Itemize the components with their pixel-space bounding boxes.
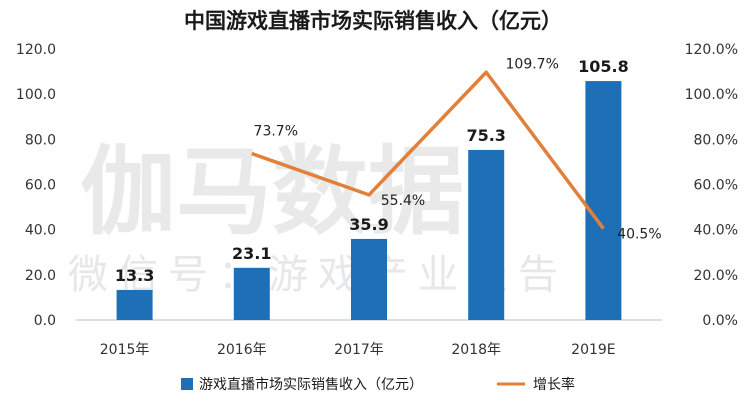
bar: [468, 149, 505, 320]
legend-bar-label: 游戏直播市场实际销售收入（亿元）: [199, 376, 423, 393]
growth-line: [251, 70, 605, 230]
left-tick-label: 120.0: [16, 42, 56, 58]
x-tick-label: 2019E: [571, 342, 615, 358]
growth-rate-line: [251, 70, 605, 230]
x-tick-label: 2015年: [100, 342, 150, 358]
growth-rate-label: 73.7%: [254, 124, 298, 140]
growth-rate-label: 109.7%: [506, 56, 559, 72]
bar-value-label: 23.1: [232, 244, 271, 263]
bar-value-label: 105.8: [578, 57, 629, 76]
watermark-main: 伽马数据: [80, 136, 464, 248]
x-tick-label: 2018年: [451, 342, 501, 358]
left-tick-label: 40.0: [25, 223, 56, 239]
axes: 0.0 20.0 40.0 60.0 80.0 100.0 120.0 0.0% 20.0% 40…: [16, 42, 738, 358]
right-tick-label: 0.0%: [702, 313, 738, 329]
left-tick-label: 60.0: [25, 178, 56, 194]
growth-rate-label: 55.4%: [381, 193, 425, 209]
bar: [116, 289, 153, 320]
right-tick-label: 60.0%: [694, 178, 738, 194]
bar-value-label: 13.3: [115, 266, 154, 285]
bar: [585, 81, 622, 321]
bars: [116, 81, 622, 321]
chart-title: 中国游戏直播市场实际销售收入（亿元）: [184, 9, 562, 33]
left-tick-label: 20.0: [25, 268, 56, 284]
left-tick-label: 100.0: [16, 87, 56, 103]
right-tick-label: 20.0%: [694, 268, 738, 284]
left-tick-label: 0.0: [34, 313, 56, 329]
right-tick-label: 80.0%: [694, 132, 738, 148]
right-tick-label: 40.0%: [694, 223, 738, 239]
data-labels: 13.3 23.1 35.9 75.3 105.8 73.7% 55.4% 109.7% 40.…: [115, 56, 662, 285]
legend-bar-swatch: [181, 378, 193, 390]
legend: 游戏直播市场实际销售收入（亿元） 增长率: [181, 376, 575, 393]
growth-rate-label: 40.5%: [617, 227, 661, 243]
right-tick-label: 120.0%: [685, 42, 738, 58]
x-tick-label: 2017年: [334, 342, 384, 358]
right-tick-label: 100.0%: [685, 87, 738, 103]
bar: [233, 267, 270, 320]
left-tick-label: 80.0: [25, 132, 56, 148]
bar: [351, 238, 387, 320]
legend-line-label: 增长率: [533, 376, 575, 393]
bar-value-label: 35.9: [349, 215, 388, 234]
bar-value-label: 75.3: [466, 126, 505, 145]
x-tick-label: 2016年: [217, 342, 267, 358]
